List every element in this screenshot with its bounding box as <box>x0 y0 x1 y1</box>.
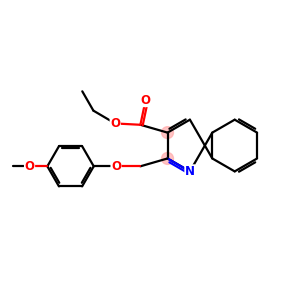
Text: O: O <box>25 160 34 173</box>
Text: O: O <box>141 94 151 106</box>
Circle shape <box>162 127 173 139</box>
Text: N: N <box>185 165 195 178</box>
Circle shape <box>162 152 173 164</box>
Text: O: O <box>111 160 121 173</box>
Text: O: O <box>110 117 120 130</box>
